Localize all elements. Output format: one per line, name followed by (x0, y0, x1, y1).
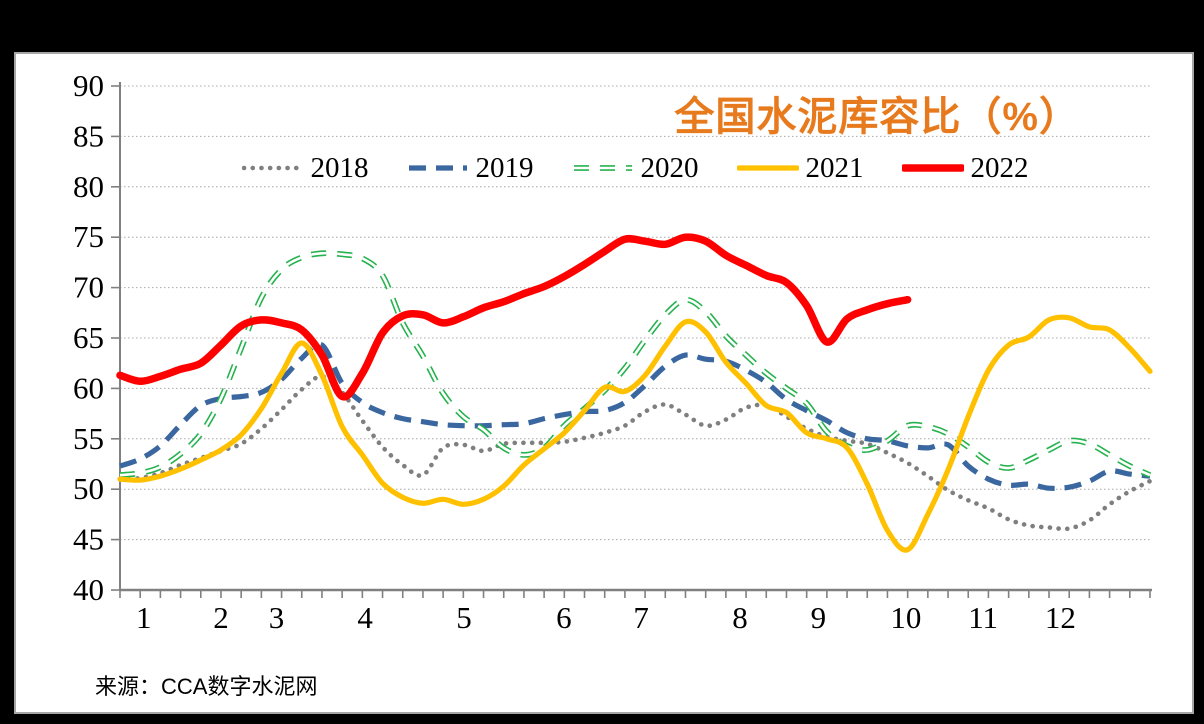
y-tick-label-50: 50 (73, 471, 104, 506)
y-tick-label-65: 65 (73, 320, 104, 355)
x-month-label-8: 8 (732, 600, 748, 635)
legend-label-2020: 2020 (640, 151, 699, 184)
x-month-label-5: 5 (456, 600, 472, 635)
x-month-label-2: 2 (213, 600, 229, 635)
legend-swatch-2020 (572, 161, 634, 175)
legend-line-2018 (241, 165, 304, 171)
legend-line-2019 (408, 165, 467, 171)
x-month-label-1: 1 (136, 600, 152, 635)
series-line-2022 (116, 233, 912, 401)
legend-line-2022 (901, 164, 964, 172)
y-tick-label-40: 40 (73, 572, 104, 607)
legend-swatch-2018 (241, 161, 304, 175)
y-tick-label-75: 75 (73, 219, 104, 254)
y-tick-label-55: 55 (73, 421, 104, 456)
legend-label-2019: 2019 (475, 151, 534, 184)
legend-line-2021 (736, 165, 799, 171)
legend-item-2021: 2021 (736, 151, 864, 184)
series-line-2018 (117, 374, 1153, 532)
legend-label-2018: 2018 (310, 151, 369, 184)
x-month-label-11: 11 (968, 600, 998, 635)
series-line-2020 (119, 250, 1152, 478)
y-tick-label-45: 45 (73, 522, 104, 557)
series-line-2019 (119, 341, 1151, 492)
y-tick-label-70: 70 (73, 270, 104, 305)
x-month-label-10: 10 (890, 600, 921, 635)
legend: 2018 2019 2020 2021 2022 (120, 149, 1150, 187)
source-note: 来源：CCA数字水泥网 (95, 674, 318, 699)
series-line-inner-2020 (119, 251, 1151, 477)
x-month-label-7: 7 (633, 600, 649, 635)
chart-panel (14, 52, 1194, 714)
y-tick-label-80: 80 (73, 169, 104, 204)
x-month-label-6: 6 (556, 600, 572, 635)
legend-line-2020 (573, 165, 632, 171)
legend-item-2018: 2018 (241, 151, 369, 184)
legend-label-2022: 2022 (970, 151, 1029, 184)
legend-swatch-2019 (407, 161, 469, 175)
legend-item-2020: 2020 (572, 151, 699, 184)
x-month-label-12: 12 (1045, 600, 1076, 635)
legend-item-2019: 2019 (407, 151, 534, 184)
x-month-label-4: 4 (357, 600, 373, 635)
y-tick-label-60: 60 (73, 370, 104, 405)
x-month-label-9: 9 (811, 600, 827, 635)
legend-label-2021: 2021 (805, 151, 864, 184)
legend-item-2022: 2022 (901, 151, 1029, 184)
legend-swatch-2021 (736, 161, 799, 175)
legend-swatch-2022 (901, 161, 964, 175)
series-line-2021 (117, 314, 1153, 553)
y-tick-label-90: 90 (73, 68, 104, 103)
x-month-label-3: 3 (269, 600, 285, 635)
y-tick-label-85: 85 (73, 118, 104, 153)
chart-title: 全国水泥库容比（%） (674, 95, 1080, 139)
